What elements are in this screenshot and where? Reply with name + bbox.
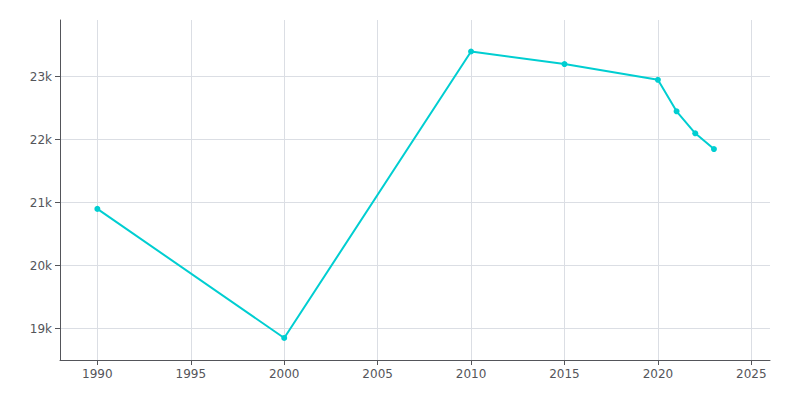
- svg-text:2000: 2000: [269, 367, 300, 381]
- svg-text:2015: 2015: [549, 367, 580, 381]
- svg-text:20k: 20k: [30, 259, 52, 273]
- svg-text:22k: 22k: [30, 133, 52, 147]
- svg-text:21k: 21k: [30, 196, 52, 210]
- svg-text:2005: 2005: [362, 367, 393, 381]
- svg-text:23k: 23k: [30, 70, 52, 84]
- svg-text:2020: 2020: [643, 367, 674, 381]
- svg-text:2025: 2025: [736, 367, 767, 381]
- svg-text:2010: 2010: [456, 367, 487, 381]
- svg-text:1995: 1995: [176, 367, 207, 381]
- svg-text:1990: 1990: [82, 367, 113, 381]
- svg-text:19k: 19k: [30, 322, 52, 336]
